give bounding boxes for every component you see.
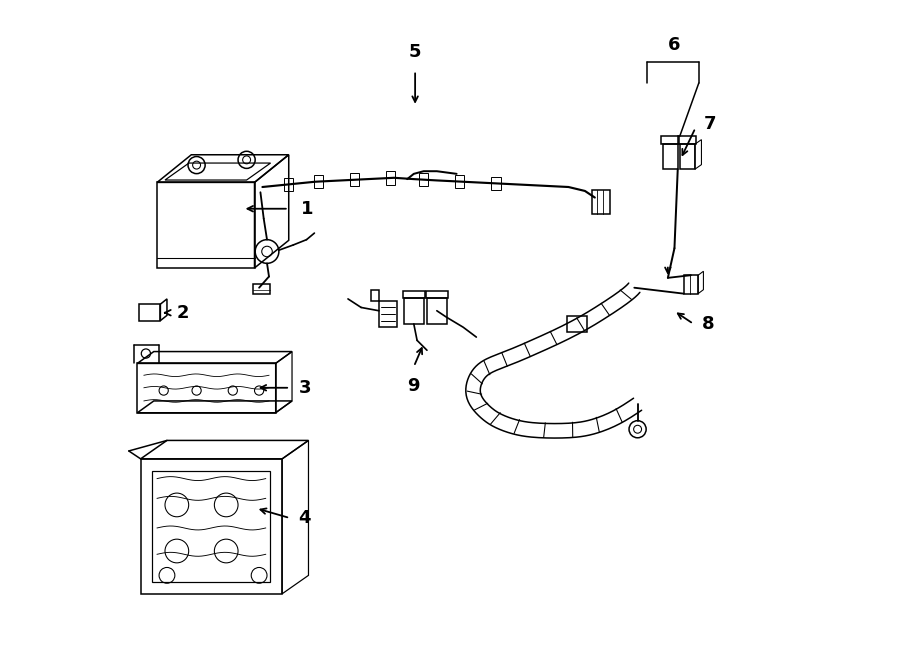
Text: 1: 1	[301, 200, 313, 217]
Text: 7: 7	[704, 116, 716, 134]
Text: 4: 4	[299, 509, 311, 527]
Text: 9: 9	[408, 377, 420, 395]
Text: 8: 8	[702, 315, 715, 333]
Text: 5: 5	[409, 42, 421, 61]
Text: 3: 3	[299, 379, 311, 397]
Text: 6: 6	[668, 36, 680, 54]
Text: 2: 2	[176, 303, 189, 322]
